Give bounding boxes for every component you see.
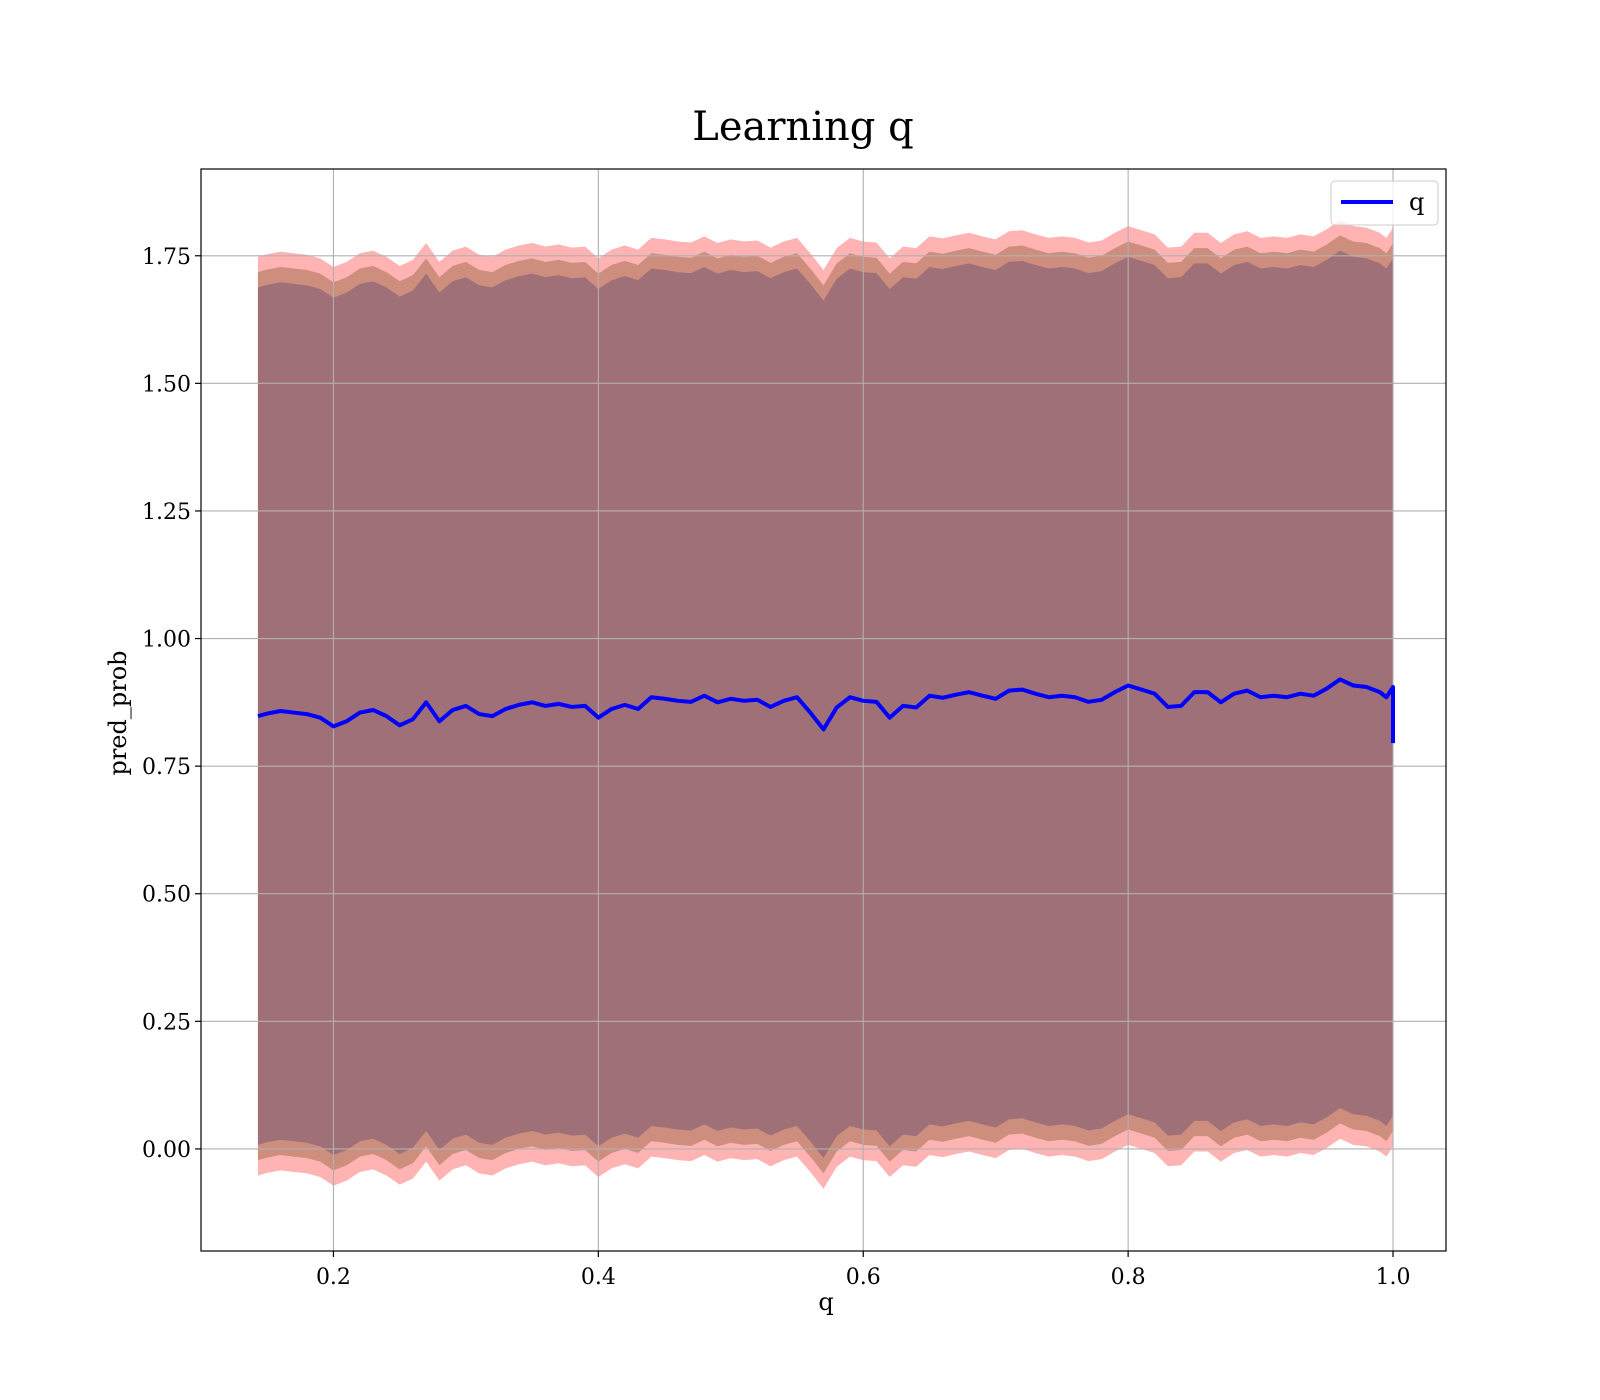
band-inner [257,250,1394,1172]
x-axis-label: q [818,1288,833,1316]
y-tick-label: 0.50 [142,883,191,908]
x-tick-label: 0.4 [581,1265,616,1290]
x-tick-label: 0.2 [316,1265,351,1290]
x-tick-label: 1.0 [1376,1265,1411,1290]
grid-lines [201,169,1446,1251]
y-tick-label: 0.75 [142,755,191,780]
confidence-bands [257,220,1394,1203]
legend: q [1330,180,1439,226]
y-tick-label: 1.25 [142,500,191,525]
y-tick-label: 1.00 [142,628,191,653]
y-tick-label: 1.50 [142,372,191,397]
axes: 0.2 0.4 0.6 0.8 1.0 0.00 0.25 0.50 0.75 1.00 1.25 1… [142,168,1447,1290]
legend-label: q [1409,188,1424,216]
series-layer [257,677,1396,744]
plot-frame [200,168,1447,1252]
x-tick-label: 0.8 [1111,1265,1146,1290]
x-tick-label: 0.6 [846,1265,881,1290]
series-line-q [257,677,1396,744]
y-axis-label: pred_prob [104,650,132,775]
y-tick-label: 1.75 [142,245,191,270]
chart-title: Learning q [692,104,913,150]
y-tick-label: 0.00 [142,1138,191,1163]
y-tick-label: 0.25 [142,1010,191,1035]
